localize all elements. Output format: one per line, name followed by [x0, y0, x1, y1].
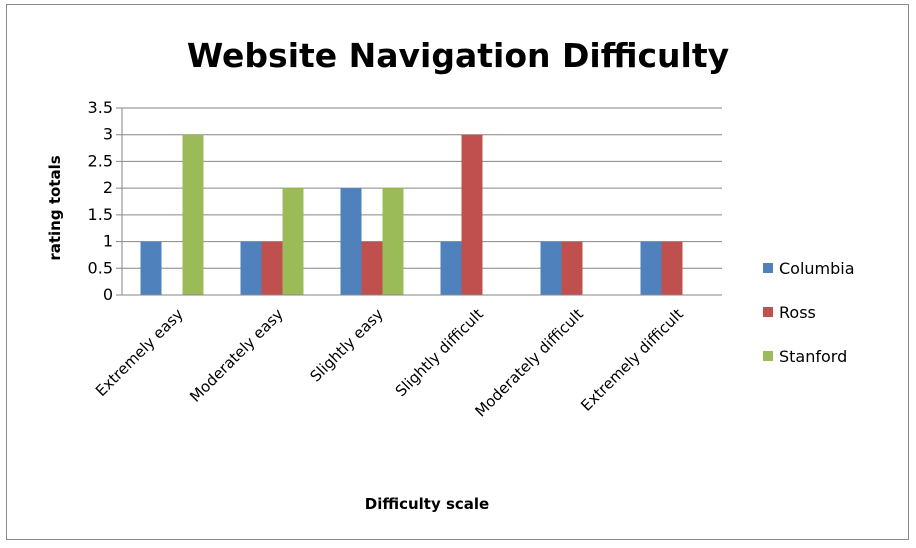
bar	[182, 134, 204, 295]
legend-label: Stanford	[779, 347, 847, 366]
y-tick-label: 0	[103, 285, 113, 304]
legend-label: Columbia	[779, 259, 855, 278]
y-tick-label: 2.5	[88, 151, 113, 170]
x-tick-label: Extremely difficult	[577, 305, 687, 415]
y-tick-label: 3	[103, 125, 113, 144]
chart-title: Website Navigation Difficulty	[187, 36, 729, 75]
bar	[661, 241, 683, 295]
bar	[640, 241, 662, 295]
bar	[361, 241, 383, 295]
bar	[540, 241, 562, 295]
y-tick-label: 1	[103, 232, 113, 251]
bar	[382, 188, 404, 295]
y-axis-title: rating totals	[46, 155, 64, 260]
x-tick-label: Slightly difficult	[392, 305, 487, 400]
y-axis-ticks: 0 0.5 1 1.5 2 2.5 3 3.5	[88, 98, 113, 304]
x-tick-label: Slightly easy	[306, 305, 386, 385]
legend-swatch	[763, 307, 773, 317]
bar	[461, 134, 483, 295]
x-tick-label: Extremely easy	[92, 305, 187, 400]
bar	[340, 188, 362, 295]
bar	[261, 241, 283, 295]
bar	[440, 241, 462, 295]
chart-frame: Website Navigation Difficulty 0 0.5 1 1.5 2 2…	[6, 4, 909, 540]
x-axis-title: Difficulty scale	[365, 495, 489, 513]
y-tick-label: 1.5	[88, 205, 113, 224]
y-tick-label: 2	[103, 178, 113, 197]
bar	[240, 241, 262, 295]
x-axis-ticks: Extremely easy Moderately easy Slightly ea…	[92, 305, 687, 420]
bar-chart: Website Navigation Difficulty 0 0.5 1 1.5 2 2…	[46, 36, 855, 513]
legend-swatch	[763, 351, 773, 361]
legend-swatch	[763, 263, 773, 273]
legend-label: Ross	[779, 303, 816, 322]
y-tick-label: 0.5	[88, 258, 113, 277]
bar	[282, 188, 304, 295]
gridlines	[116, 107, 722, 296]
y-tick-label: 3.5	[88, 98, 113, 117]
x-tick-label: Moderately difficult	[471, 305, 586, 420]
bar	[561, 241, 583, 295]
x-tick-label: Moderately easy	[186, 305, 287, 406]
bar	[140, 241, 162, 295]
bars	[116, 134, 722, 296]
legend: Columbia Ross Stanford	[763, 259, 855, 366]
